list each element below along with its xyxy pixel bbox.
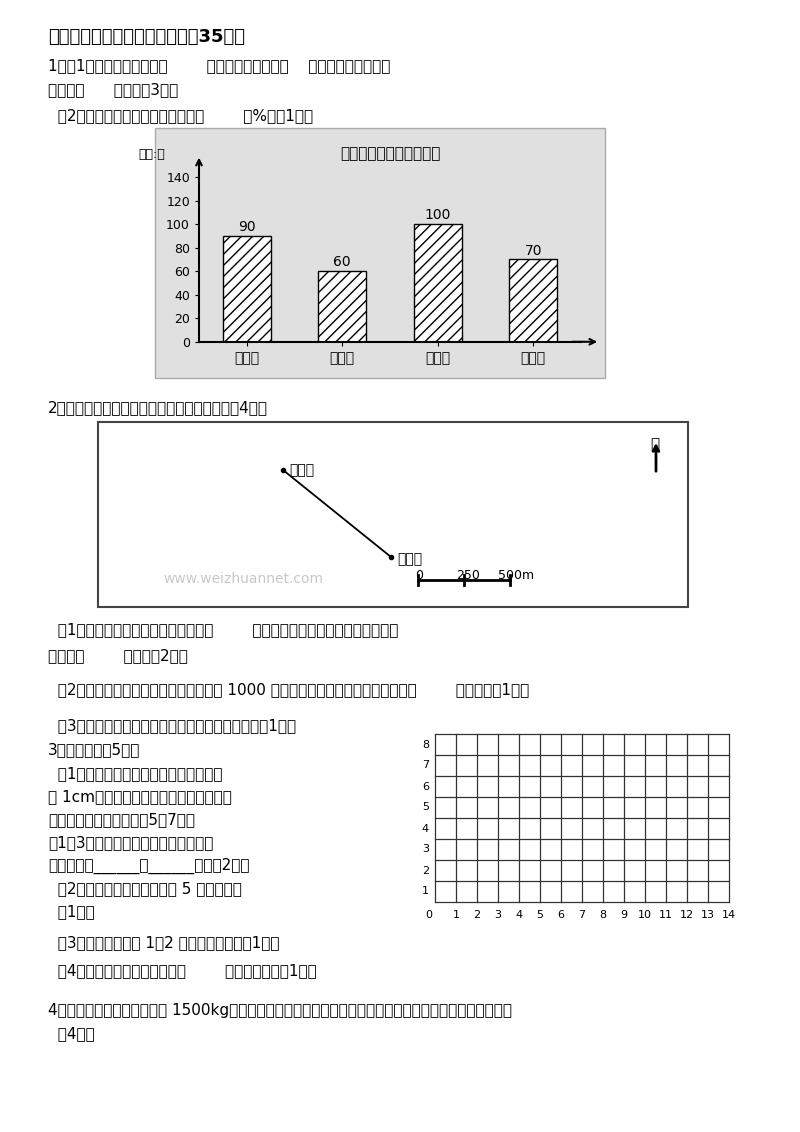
Bar (414, 224, 462, 342)
Text: （3）画出三角形按 1：2 缩小后的图形。（1分）: （3）画出三角形按 1：2 缩小后的图形。（1分） (48, 935, 279, 950)
Text: 锐角的顶点分别确定在（5，7）和: 锐角的顶点分别确定在（5，7）和 (48, 812, 195, 827)
Text: 100: 100 (425, 208, 451, 222)
Text: 10: 10 (638, 910, 652, 920)
Bar (155, 128, 605, 378)
Bar (223, 235, 270, 342)
Text: 14: 14 (722, 910, 736, 920)
Text: 单位:人: 单位:人 (138, 147, 165, 161)
Text: 2: 2 (422, 866, 429, 875)
Text: 车间有（      ）人。（3分）: 车间有（ ）人。（3分） (48, 82, 178, 97)
Text: 6: 6 (422, 781, 429, 791)
Text: 1: 1 (422, 886, 429, 897)
Bar (318, 272, 366, 342)
Text: 0: 0 (415, 569, 423, 582)
Text: 陈晨家: 陈晨家 (397, 552, 422, 566)
Text: 11: 11 (659, 910, 673, 920)
Text: （1）陈晨家与汽车站的图上距离是（        ）厉米（结果用整厉米表示），实际: （1）陈晨家与汽车站的图上距离是（ ）厉米（结果用整厉米表示），实际 (48, 621, 398, 637)
Text: （4）第一个三角形的面积是（        ）平方厉米。（1分）: （4）第一个三角形的面积是（ ）平方厉米。（1分） (48, 963, 317, 978)
Text: 13: 13 (701, 910, 715, 920)
Text: 示 1cm）中画一个直角三角形，其中两个: 示 1cm）中画一个直角三角形，其中两个 (48, 789, 232, 804)
Text: （1，3）的位置上，那么直角的顶点位: （1，3）的位置上，那么直角的顶点位 (48, 835, 214, 850)
Text: 5: 5 (422, 803, 429, 813)
Text: 8: 8 (422, 739, 429, 749)
Text: （2）将这个三角形向右平移 5 格画出来。: （2）将这个三角形向右平移 5 格画出来。 (48, 881, 242, 897)
Text: 500m: 500m (498, 569, 534, 582)
Bar (98, 422, 688, 607)
Text: 2、根据图中提供的信息，完成下面问题。（关4分）: 2、根据图中提供的信息，完成下面问题。（关4分） (48, 400, 268, 415)
Text: www.weizhuannet.com: www.weizhuannet.com (163, 572, 323, 586)
Text: 五、实践操作与综合应用。（共35分）: 五、实践操作与综合应用。（共35分） (48, 28, 245, 46)
Text: 3: 3 (422, 844, 429, 855)
Text: 7: 7 (578, 910, 586, 920)
Text: 3、操作题。（5分）: 3、操作题。（5分） (48, 741, 140, 757)
Text: （1）在下面方格图（每个方格的边长表: （1）在下面方格图（每个方格的边长表 (48, 766, 222, 781)
Text: 250: 250 (456, 569, 480, 582)
Text: （3）请在上图中画出学校的位置，并标出名称。（1分）: （3）请在上图中画出学校的位置，并标出名称。（1分） (48, 718, 296, 734)
Bar (510, 259, 557, 342)
Text: 2: 2 (474, 910, 481, 920)
Text: 4: 4 (515, 910, 522, 920)
Text: 90: 90 (238, 220, 255, 234)
Text: 60: 60 (334, 256, 351, 269)
Text: 3: 3 (494, 910, 502, 920)
Text: 7: 7 (422, 761, 429, 771)
Text: 0: 0 (426, 910, 433, 920)
Title: 某工厂各车间人数统计图: 某工厂各车间人数统计图 (340, 146, 440, 162)
Text: 汽车站: 汽车站 (289, 463, 314, 477)
Text: （2）第三车间的人数占总人数的（        ）%。（1分）: （2）第三车间的人数占总人数的（ ）%。（1分） (48, 108, 313, 123)
Text: 6: 6 (558, 910, 565, 920)
Text: 4、王大爷家去年收了大白菜 1500kg，今年预计比去年增产一成。今年的大白菜总总产量预计是多少千克？: 4、王大爷家去年收了大白菜 1500kg，今年预计比去年增产一成。今年的大白菜总… (48, 1003, 512, 1018)
Text: （1分）: （1分） (48, 904, 94, 919)
Text: 1: 1 (453, 910, 459, 920)
Text: 距离是（        ）米。（2分）: 距离是（ ）米。（2分） (48, 648, 188, 663)
Text: 4: 4 (422, 823, 429, 833)
Text: 5: 5 (537, 910, 543, 920)
Text: 70: 70 (525, 243, 542, 258)
Text: 北: 北 (650, 437, 659, 452)
Text: 8: 8 (599, 910, 606, 920)
Text: 9: 9 (621, 910, 627, 920)
Text: 12: 12 (680, 910, 694, 920)
Text: （4分）: （4分） (48, 1026, 94, 1041)
Text: 1、（1）这个工厂一共有（        ）名工人，分成了（    ）个车间，平均每个: 1、（1）这个工厂一共有（ ）名工人，分成了（ ）个车间，平均每个 (48, 58, 390, 72)
Text: 置可以是（______，______）。（2分）: 置可以是（______，______）。（2分） (48, 858, 250, 874)
Text: （2）小明所在学校在汽车站的正西方向 1000 米处，学校与汽车站的图上距离是（        ）厉米。（1分）: （2）小明所在学校在汽车站的正西方向 1000 米处，学校与汽车站的图上距离是（… (48, 681, 530, 697)
